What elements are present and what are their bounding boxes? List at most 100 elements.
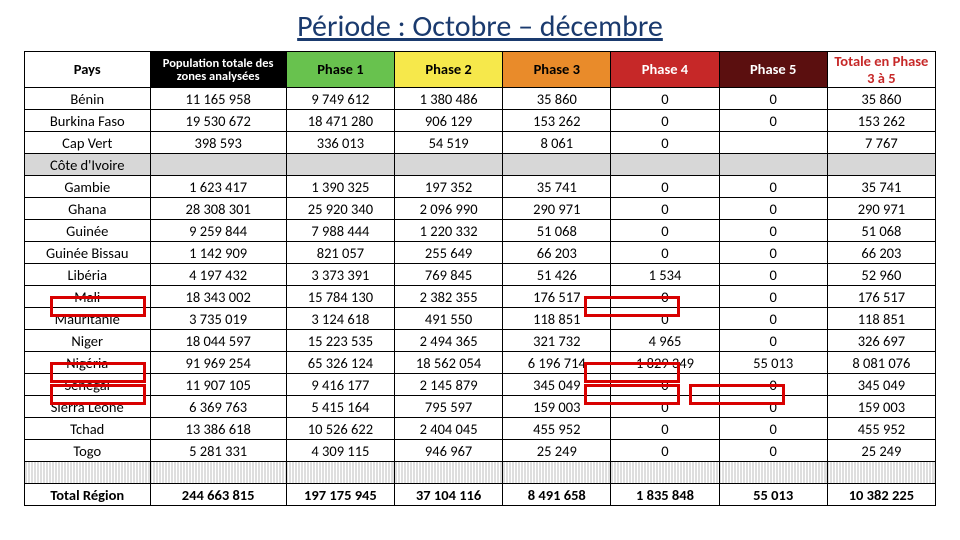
- cell-pays: Mali: [25, 286, 151, 308]
- cell-p4: 0: [611, 242, 719, 264]
- cell-p2: 2 145 879: [395, 374, 503, 396]
- cell-pop: 6 369 763: [150, 396, 286, 418]
- cell-tot: 159 003: [827, 396, 935, 418]
- cell-tot: 290 971: [827, 198, 935, 220]
- cell-pays: Gambie: [25, 176, 151, 198]
- cell-pop: 28 308 301: [150, 198, 286, 220]
- cell-p4: 0: [611, 132, 719, 154]
- cell-p1: 65 326 124: [286, 352, 394, 374]
- cell-pop: [150, 154, 286, 176]
- cell-p1: 15 223 535: [286, 330, 394, 352]
- col-header-pop: Population totale des zones analysées: [150, 52, 286, 88]
- table-row: Libéria4 197 4323 373 391769 84551 4261 …: [25, 264, 936, 286]
- cell-p1: 18 471 280: [286, 110, 394, 132]
- cell-p2: 491 550: [395, 308, 503, 330]
- cell-p3: 455 952: [503, 418, 611, 440]
- cell-pop: 19 530 672: [150, 110, 286, 132]
- cell-pop: 1 142 909: [150, 242, 286, 264]
- cell-tot: 35 860: [827, 88, 935, 110]
- cell-pop: 18 343 002: [150, 286, 286, 308]
- table-row: Sierra Léone6 369 7635 415 164795 597159…: [25, 396, 936, 418]
- cell-p3: 6 196 714: [503, 352, 611, 374]
- cell-pop: 1 623 417: [150, 176, 286, 198]
- cell-pays: Sierra Léone: [25, 396, 151, 418]
- col-header-phase3: Phase 3: [503, 52, 611, 88]
- cell-p2: 2 382 355: [395, 286, 503, 308]
- cell-pop: 13 386 618: [150, 418, 286, 440]
- cell-p2: 18 562 054: [395, 352, 503, 374]
- cell-tot: 52 960: [827, 264, 935, 286]
- cell-p5: 0: [719, 220, 827, 242]
- cell-p4: 0: [611, 396, 719, 418]
- cell-p5: 0: [719, 396, 827, 418]
- cell-p3: 159 003: [503, 396, 611, 418]
- table-container: Pays Population totale des zones analysé…: [24, 51, 936, 506]
- cell-p2: 769 845: [395, 264, 503, 286]
- cell-p3: 51 068: [503, 220, 611, 242]
- cell-p4: 0: [611, 308, 719, 330]
- cell-p5: 0: [719, 176, 827, 198]
- cell-pays: Niger: [25, 330, 151, 352]
- cell-p2: 1 380 486: [395, 88, 503, 110]
- cell-p1: [286, 154, 394, 176]
- cell-p3: 176 517: [503, 286, 611, 308]
- cell-p1: 9 416 177: [286, 374, 394, 396]
- cell-p4: 0: [611, 374, 719, 396]
- cell-tot: [827, 154, 935, 176]
- table-row: Togo5 281 3314 309 115946 96725 2490025 …: [25, 440, 936, 462]
- separator-row: [25, 462, 936, 484]
- total-cell-pop: 244 663 815: [150, 484, 286, 506]
- cell-p5: [719, 154, 827, 176]
- table-header-row: Pays Population totale des zones analysé…: [25, 52, 936, 88]
- table-row: Nigéria91 969 25465 326 12418 562 0546 1…: [25, 352, 936, 374]
- cell-p5: [719, 132, 827, 154]
- cell-tot: 35 741: [827, 176, 935, 198]
- cell-tot: 66 203: [827, 242, 935, 264]
- cell-tot: 8 081 076: [827, 352, 935, 374]
- cell-tot: 176 517: [827, 286, 935, 308]
- cell-tot: 25 249: [827, 440, 935, 462]
- table-row: Guinée Bissau1 142 909821 057255 64966 2…: [25, 242, 936, 264]
- col-header-phase4: Phase 4: [611, 52, 719, 88]
- table-row: Gambie1 623 4171 390 325197 35235 741003…: [25, 176, 936, 198]
- cell-p2: 197 352: [395, 176, 503, 198]
- cell-p1: 25 920 340: [286, 198, 394, 220]
- cell-pop: 9 259 844: [150, 220, 286, 242]
- cell-p5: 0: [719, 88, 827, 110]
- cell-tot: 153 262: [827, 110, 935, 132]
- cell-p1: 821 057: [286, 242, 394, 264]
- cell-pays: Bénin: [25, 88, 151, 110]
- cell-pop: 3 735 019: [150, 308, 286, 330]
- cell-p3: 8 061: [503, 132, 611, 154]
- cell-p3: 290 971: [503, 198, 611, 220]
- cell-p5: 0: [719, 440, 827, 462]
- table-row: Mauritanie3 735 0193 124 618491 550118 8…: [25, 308, 936, 330]
- cell-p2: 54 519: [395, 132, 503, 154]
- table-body: Bénin11 165 9589 749 6121 380 48635 8600…: [25, 88, 936, 506]
- cell-p3: 321 732: [503, 330, 611, 352]
- cell-p4: 0: [611, 110, 719, 132]
- cell-p4: 0: [611, 440, 719, 462]
- cell-pays: Cap Vert: [25, 132, 151, 154]
- cell-p1: 7 988 444: [286, 220, 394, 242]
- cell-p2: 906 129: [395, 110, 503, 132]
- table-row: Ghana28 308 30125 920 3402 096 990290 97…: [25, 198, 936, 220]
- cell-p5: 0: [719, 418, 827, 440]
- cell-p5: 0: [719, 264, 827, 286]
- cell-tot: 455 952: [827, 418, 935, 440]
- cell-p5: 0: [719, 198, 827, 220]
- total-cell-p5: 55 013: [719, 484, 827, 506]
- total-cell-p1: 197 175 945: [286, 484, 394, 506]
- cell-pays: Libéria: [25, 264, 151, 286]
- cell-pop: 5 281 331: [150, 440, 286, 462]
- cell-p1: 9 749 612: [286, 88, 394, 110]
- cell-p3: 35 860: [503, 88, 611, 110]
- cell-pays: Sénégal: [25, 374, 151, 396]
- cell-pays: Mauritanie: [25, 308, 151, 330]
- cell-pop: 4 197 432: [150, 264, 286, 286]
- cell-p5: 55 013: [719, 352, 827, 374]
- cell-p4: 0: [611, 88, 719, 110]
- cell-pays: Ghana: [25, 198, 151, 220]
- total-cell-p3: 8 491 658: [503, 484, 611, 506]
- cell-p2: 255 649: [395, 242, 503, 264]
